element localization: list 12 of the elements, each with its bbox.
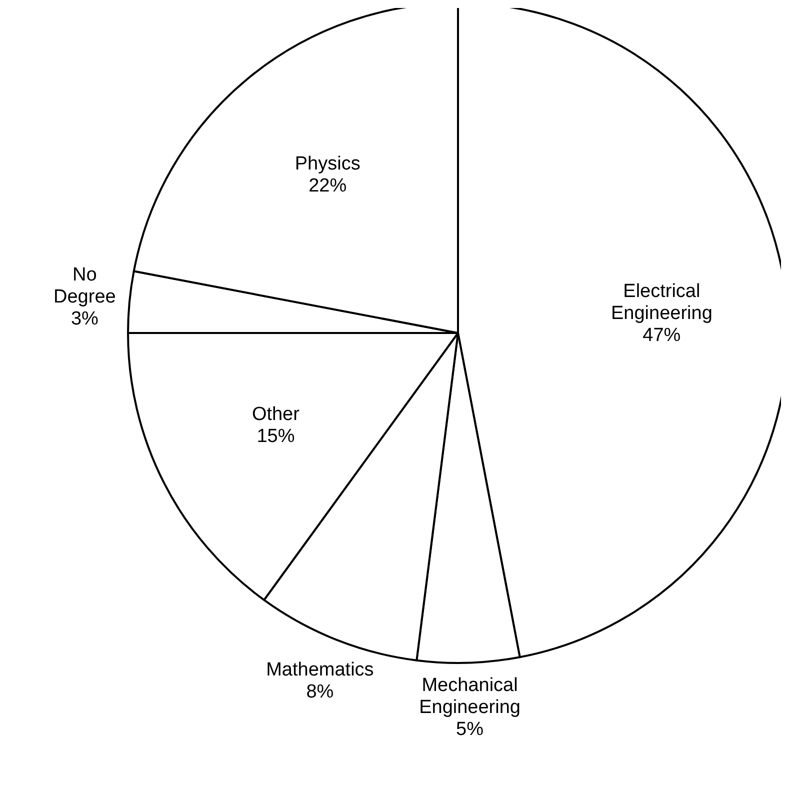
data-label: 8% [306, 682, 334, 703]
data-label: 5% [456, 718, 484, 740]
data-label: 47% [642, 324, 681, 346]
slice-label: Mechanical Engineering [419, 674, 520, 718]
data-label: 22% [308, 175, 347, 196]
slice-label: No Degree [54, 264, 116, 308]
data-label: 15% [256, 426, 295, 447]
slice-label: Physics [294, 153, 360, 174]
slice-label: Electrical Engineering [610, 280, 712, 324]
slice-label: Other [252, 404, 300, 425]
data-label: 3% [70, 308, 98, 330]
slice-label: Mathematics [266, 660, 374, 681]
